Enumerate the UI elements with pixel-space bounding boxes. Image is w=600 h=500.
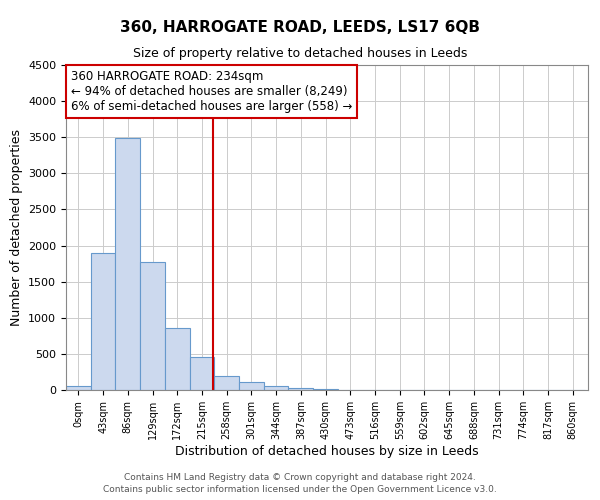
Text: Size of property relative to detached houses in Leeds: Size of property relative to detached ho…	[133, 48, 467, 60]
Bar	[313, 389, 338, 390]
Bar	[115, 138, 140, 390]
Bar	[190, 357, 214, 390]
Y-axis label: Number of detached properties: Number of detached properties	[10, 129, 23, 326]
Bar	[214, 376, 239, 390]
Text: 360 HARROGATE ROAD: 234sqm
← 94% of detached houses are smaller (8,249)
6% of se: 360 HARROGATE ROAD: 234sqm ← 94% of deta…	[71, 70, 353, 113]
Bar	[264, 386, 289, 390]
Text: Contains HM Land Registry data © Crown copyright and database right 2024.: Contains HM Land Registry data © Crown c…	[124, 472, 476, 482]
Bar	[165, 328, 190, 390]
Text: Contains public sector information licensed under the Open Government Licence v3: Contains public sector information licen…	[103, 485, 497, 494]
Bar	[91, 253, 115, 390]
Bar	[239, 382, 264, 390]
Bar	[140, 262, 165, 390]
X-axis label: Distribution of detached houses by size in Leeds: Distribution of detached houses by size …	[175, 444, 479, 458]
Bar	[289, 388, 313, 390]
Text: 360, HARROGATE ROAD, LEEDS, LS17 6QB: 360, HARROGATE ROAD, LEEDS, LS17 6QB	[120, 20, 480, 35]
Bar	[66, 386, 91, 390]
